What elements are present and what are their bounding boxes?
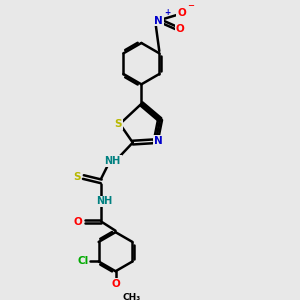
Text: N: N <box>154 16 163 26</box>
Text: O: O <box>74 217 82 226</box>
Text: NH: NH <box>96 196 112 206</box>
Text: CH₃: CH₃ <box>122 292 140 300</box>
Text: −: − <box>187 1 194 10</box>
Text: O: O <box>111 279 120 289</box>
Text: NH: NH <box>105 156 121 166</box>
Text: O: O <box>176 24 184 34</box>
Text: S: S <box>73 172 80 182</box>
Text: Cl: Cl <box>77 256 88 266</box>
Text: S: S <box>115 119 122 129</box>
Text: O: O <box>177 8 186 18</box>
Text: N: N <box>154 136 163 146</box>
Text: +: + <box>164 8 170 17</box>
